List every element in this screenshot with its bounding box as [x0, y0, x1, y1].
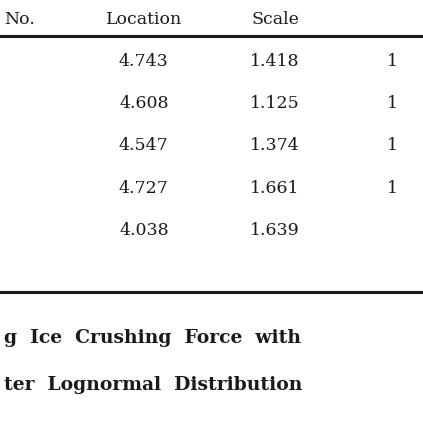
Text: 4.727: 4.727 — [119, 180, 169, 197]
Text: Scale: Scale — [251, 11, 299, 27]
Text: 1: 1 — [387, 53, 398, 70]
Text: 1: 1 — [387, 180, 398, 197]
Text: 1.661: 1.661 — [250, 180, 300, 197]
Text: 4.743: 4.743 — [119, 53, 169, 70]
Text: 1.125: 1.125 — [250, 95, 300, 112]
Text: 4.608: 4.608 — [119, 95, 169, 112]
Text: Location: Location — [106, 11, 182, 27]
Text: 1.374: 1.374 — [250, 137, 300, 154]
Text: g  Ice  Crushing  Force  with: g Ice Crushing Force with — [4, 330, 301, 347]
Text: 1: 1 — [387, 95, 398, 112]
Text: ter  Lognormal  Distribution: ter Lognormal Distribution — [4, 376, 302, 394]
Text: 1.418: 1.418 — [250, 53, 300, 70]
Text: 1: 1 — [387, 137, 398, 154]
Text: 1.639: 1.639 — [250, 222, 300, 239]
Text: 4.038: 4.038 — [119, 222, 169, 239]
Text: 4.547: 4.547 — [119, 137, 169, 154]
Text: No.: No. — [4, 11, 35, 27]
